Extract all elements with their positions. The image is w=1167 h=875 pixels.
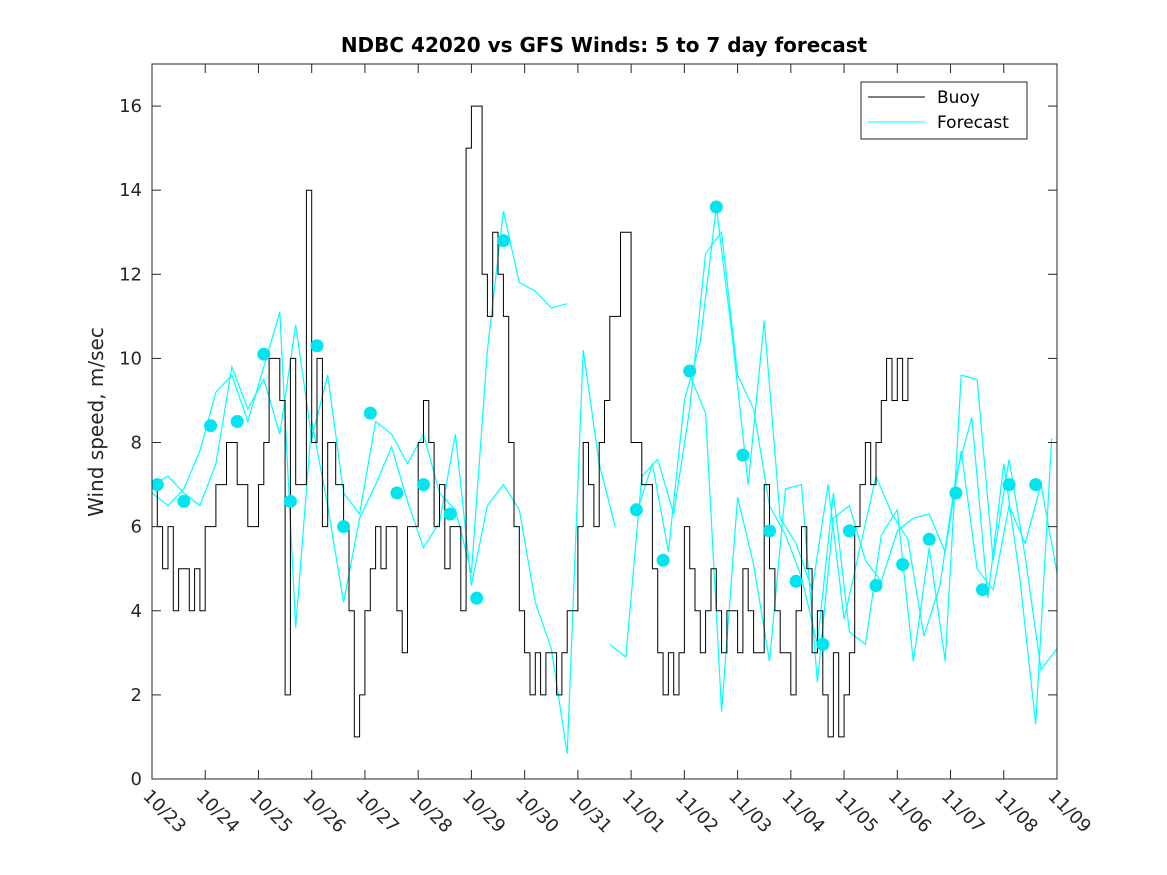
legend: Buoy Forecast: [860, 81, 1028, 140]
forecast-marker: [763, 524, 776, 538]
forecast-marker: [177, 494, 191, 508]
forecast-marker: [629, 503, 643, 517]
y-tick-label: 6: [131, 517, 142, 538]
axes-frame: [151, 63, 1058, 780]
forecast-marker: [417, 478, 430, 492]
forecast-marker: [1002, 478, 1016, 492]
forecast-marker: [443, 507, 457, 521]
forecast-marker: [949, 486, 963, 500]
forecast-marker: [789, 574, 803, 588]
forecast-line-4: [635, 206, 1053, 725]
y-tick-label: 14: [119, 180, 142, 201]
y-tick-label: 2: [131, 685, 142, 706]
forecast-marker: [363, 406, 377, 420]
forecast-marker: [922, 532, 936, 546]
x-tick-label: 11/08: [990, 786, 1042, 838]
x-tick-label: 11/02: [671, 786, 723, 838]
forecast-marker: [470, 591, 484, 605]
forecast-marker: [204, 419, 218, 433]
y-tick-label: 4: [131, 601, 142, 622]
x-tick-label: 11/09: [1043, 786, 1095, 838]
y-tick-label: 10: [119, 348, 142, 369]
x-tick-label: 11/04: [777, 786, 829, 838]
x-tick-label: 11/05: [831, 786, 883, 838]
forecast-marker: [709, 200, 723, 214]
series-layer: [152, 105, 1057, 754]
y-axis-label: Wind speed, m/sec: [84, 327, 108, 517]
forecast-marker: [869, 579, 883, 592]
x-tick-label: 11/01: [618, 786, 670, 838]
forecast-line-3: [609, 230, 1057, 672]
forecast-marker: [816, 637, 830, 651]
x-tick-label: 10/30: [511, 786, 563, 838]
forecast-marker: [337, 520, 351, 534]
forecast-marker: [656, 553, 670, 567]
x-tick-label: 10/24: [192, 786, 244, 838]
forecast-marker: [152, 478, 164, 492]
forecast-marker: [257, 347, 271, 361]
forecast-marker: [496, 234, 510, 248]
y-tick-label: 16: [119, 96, 142, 117]
x-tick-label: 11/07: [937, 786, 989, 838]
y-tick-label: 12: [119, 264, 142, 285]
x-tick-label: 10/25: [245, 786, 297, 838]
forecast-marker: [842, 524, 856, 538]
forecast-marker: [1029, 478, 1043, 492]
forecast-marker: [230, 415, 244, 428]
x-tick-label: 10/23: [138, 786, 190, 838]
x-tick-label: 11/03: [724, 786, 776, 838]
legend-buoy-label: Buoy: [937, 88, 980, 108]
x-tick-label: 11/06: [884, 786, 936, 838]
legend-forecast-label: Forecast: [937, 113, 1009, 133]
forecast-marker: [976, 583, 989, 597]
x-tick-label: 10/31: [564, 786, 616, 838]
forecast-marker: [736, 448, 750, 462]
forecast-marker: [310, 339, 324, 353]
forecast-marker: [683, 364, 697, 378]
x-tick-label: 10/27: [351, 786, 403, 838]
forecast-marker: [390, 486, 404, 500]
y-tick-label: 8: [131, 433, 142, 454]
y-tick-label: 0: [131, 769, 142, 790]
forecast-marker: [283, 494, 297, 508]
x-tick-label: 10/26: [298, 786, 350, 838]
x-tick-label: 10/29: [458, 786, 510, 838]
forecast-marker: [896, 558, 910, 571]
x-tick-label: 10/28: [405, 786, 457, 838]
chart-title: NDBC 42020 vs GFS Winds: 5 to 7 day fore…: [341, 33, 868, 57]
buoy-line: [152, 105, 914, 738]
forecast-line-2: [152, 311, 616, 754]
legend-box: [860, 81, 1028, 140]
forecast-line-5: [689, 374, 1057, 712]
